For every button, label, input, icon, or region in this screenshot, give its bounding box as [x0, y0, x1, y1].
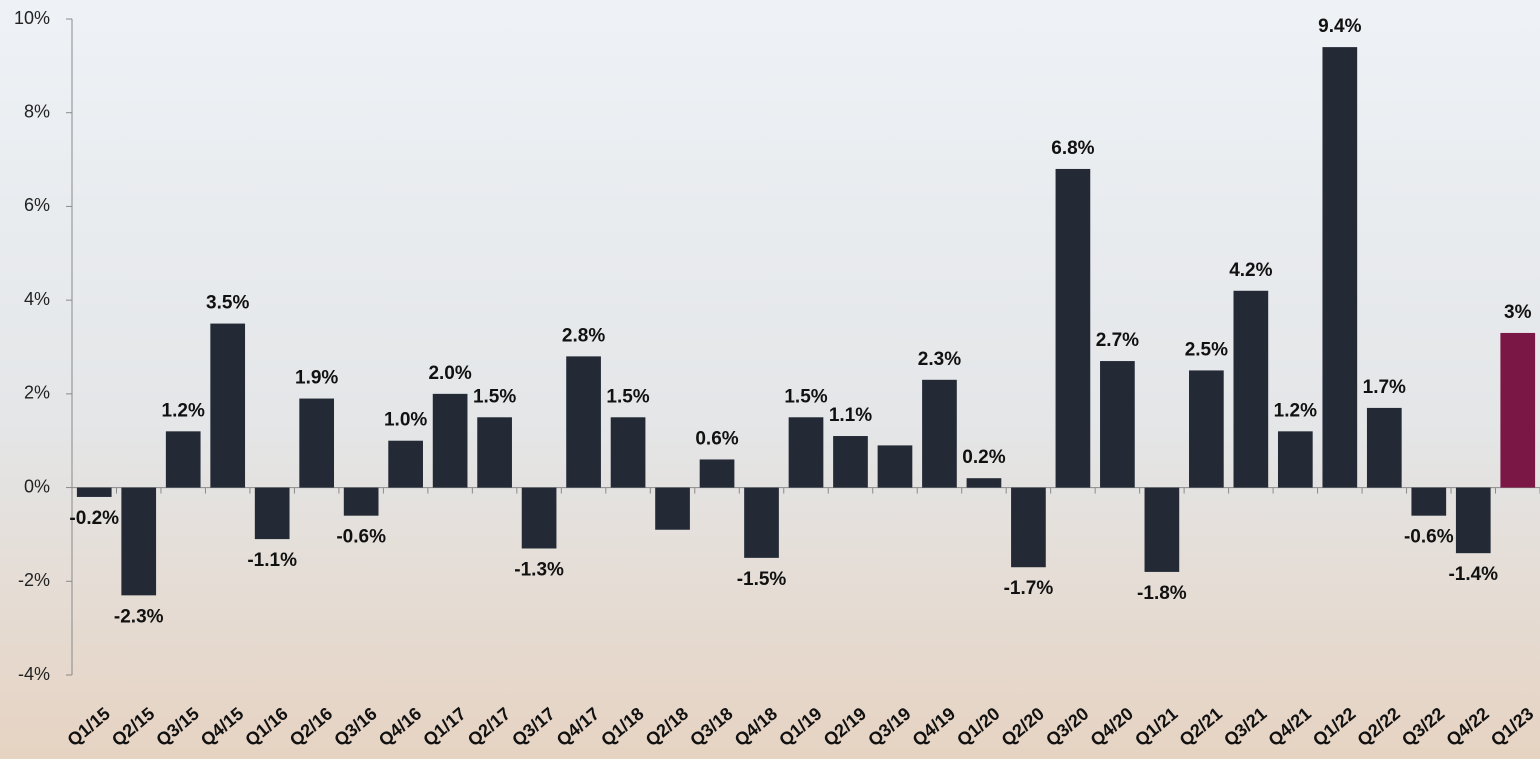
bar [611, 417, 646, 487]
bar [344, 488, 379, 516]
bar [433, 394, 468, 488]
value-label: -0.2% [69, 508, 119, 529]
value-label: -1.5% [737, 569, 787, 590]
bar [121, 488, 156, 596]
chart: -4%-2%0%2%4%6%8%10%-0.2%Q1/15-2.3%Q2/151… [0, 0, 1540, 759]
bar [166, 431, 201, 487]
bar [967, 478, 1002, 487]
value-label: 4.2% [1229, 260, 1272, 281]
bar [1100, 361, 1135, 488]
value-label: 1.0% [384, 410, 427, 431]
value-label: 0.6% [695, 428, 738, 449]
value-label: 2.5% [1185, 339, 1228, 360]
value-label: 2.0% [428, 363, 471, 384]
value-label: -0.6% [1404, 527, 1454, 548]
bar [655, 488, 690, 530]
bar [878, 445, 913, 487]
value-label: 3.5% [206, 293, 249, 314]
bar [1233, 291, 1268, 488]
bar [1011, 488, 1046, 568]
bar [922, 380, 957, 488]
y-tick-label: -2% [18, 570, 50, 590]
bar [1278, 431, 1313, 487]
value-label: 9.4% [1318, 16, 1361, 37]
y-tick-label: 0% [24, 476, 50, 496]
bar [789, 417, 824, 487]
bar [1456, 488, 1491, 554]
bar [744, 488, 779, 558]
bar [700, 459, 735, 487]
value-label: 1.5% [784, 386, 827, 407]
y-tick-label: 4% [24, 289, 50, 309]
bar [1500, 333, 1535, 488]
bar [522, 488, 557, 549]
value-label: 6.8% [1051, 138, 1094, 159]
bar [1411, 488, 1446, 516]
y-tick-label: 2% [24, 383, 50, 403]
y-tick-label: 10% [14, 8, 50, 28]
value-label: -1.4% [1448, 564, 1498, 585]
bar [1056, 169, 1091, 488]
value-label: -2.3% [114, 606, 164, 627]
bar [1145, 488, 1180, 572]
value-label: 2.3% [918, 349, 961, 370]
y-tick-label: 8% [24, 101, 50, 121]
value-label: 1.1% [829, 405, 872, 426]
value-label: 1.5% [473, 386, 516, 407]
bar [210, 324, 245, 488]
value-label: 1.9% [295, 368, 338, 389]
bar [255, 488, 290, 540]
bar [299, 399, 334, 488]
value-label: 3% [1504, 302, 1532, 323]
bar [1367, 408, 1402, 488]
value-label: -1.8% [1137, 583, 1187, 604]
page: -4%-2%0%2%4%6%8%10%-0.2%Q1/15-2.3%Q2/151… [0, 0, 1540, 759]
value-label: 2.7% [1096, 330, 1139, 351]
value-label: 1.2% [1274, 400, 1317, 421]
value-label: -1.7% [1004, 578, 1054, 599]
y-tick-label: -4% [18, 664, 50, 684]
value-label: -1.1% [247, 550, 297, 571]
bar [77, 488, 112, 497]
value-label: -1.3% [514, 560, 564, 581]
bar [833, 436, 868, 488]
value-label: -0.6% [336, 527, 386, 548]
y-tick-label: 6% [24, 195, 50, 215]
bar [477, 417, 512, 487]
value-label: 0.2% [962, 447, 1005, 468]
value-label: 1.2% [162, 400, 205, 421]
bar [1322, 47, 1357, 487]
value-label: 2.8% [562, 325, 605, 346]
bar [388, 441, 423, 488]
value-label: 1.7% [1363, 377, 1406, 398]
bar [566, 356, 601, 487]
value-label: 1.5% [606, 386, 649, 407]
bar [1189, 370, 1224, 487]
